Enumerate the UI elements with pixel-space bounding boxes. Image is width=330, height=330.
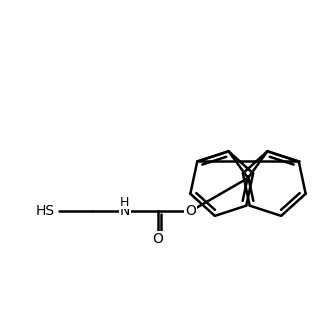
- Text: HS: HS: [36, 204, 55, 218]
- Text: N: N: [120, 204, 130, 218]
- Text: O: O: [185, 204, 196, 218]
- Text: O: O: [152, 232, 163, 246]
- Text: H: H: [120, 195, 130, 209]
